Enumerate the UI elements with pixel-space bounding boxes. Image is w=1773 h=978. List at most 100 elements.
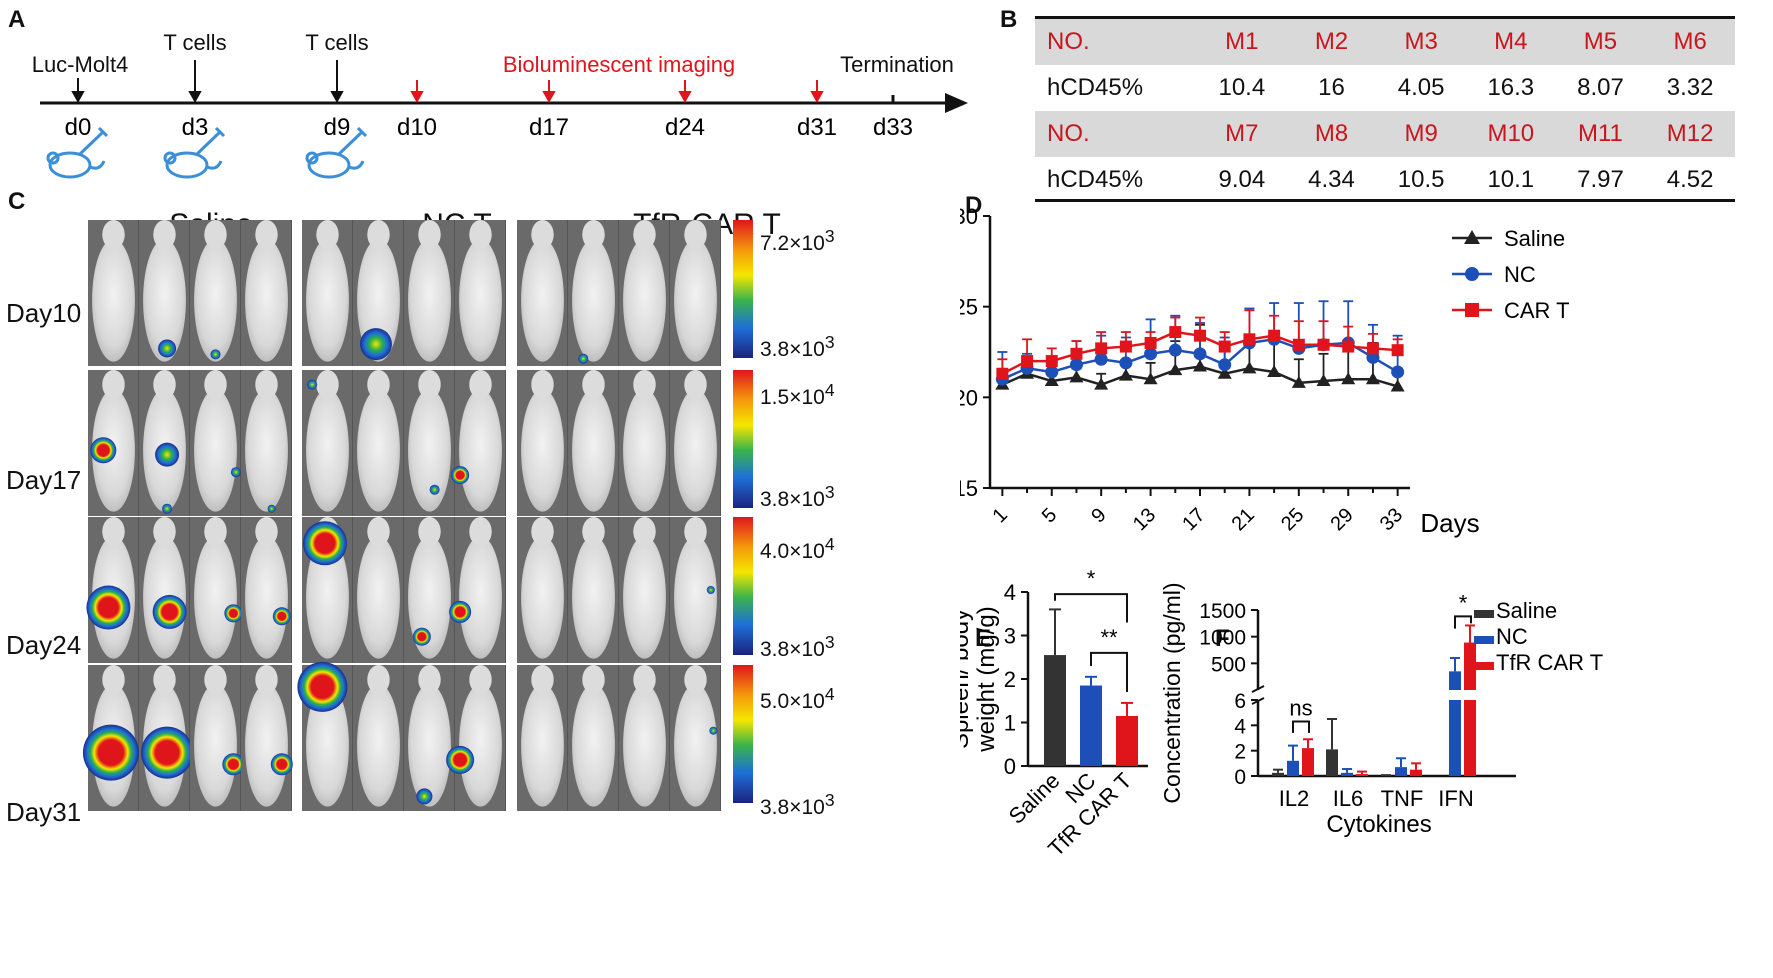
table-cell: 10.1 (1487, 166, 1535, 193)
mouse-body (194, 535, 237, 659)
mouse-head (367, 665, 390, 695)
d-data-point (1094, 352, 1108, 366)
mouse-body (459, 535, 502, 659)
d-data-point (1390, 379, 1405, 392)
d-data-point (1045, 365, 1059, 379)
mouse-body (357, 683, 400, 807)
d-data-point (1144, 336, 1157, 349)
d-data-point (1094, 377, 1109, 390)
colorbar-min-exponent: 3 (824, 482, 835, 502)
colorbar-max-exponent: 3 (824, 226, 835, 246)
table-cell: 10.5 (1397, 166, 1445, 193)
d-data-point (1045, 355, 1058, 368)
f-x-tick-label: IL6 (1333, 786, 1364, 811)
timeline-arrowhead (945, 93, 968, 113)
mouse-head (582, 370, 605, 400)
f-significance-label: * (1459, 590, 1468, 615)
mouse-body (306, 683, 349, 807)
colorbar-max-mantissa: 4.0×10 (760, 540, 825, 563)
mouse-head (102, 220, 125, 250)
timeline-day-d24: d24 (665, 114, 705, 141)
bioluminescence-signal (451, 466, 470, 485)
mouse-head (418, 665, 441, 695)
d-data-point (1168, 363, 1183, 376)
timeline-diagram: Luc-Molt4 T cells T cells Bioluminescent… (32, 30, 968, 179)
d-data-point (1291, 375, 1306, 388)
mouse-body (194, 683, 237, 807)
bioluminescence-signal (141, 726, 194, 779)
colorbar-min-label: 3.8×103 (760, 790, 835, 820)
f-bar (1449, 671, 1461, 690)
mouse-head (418, 517, 441, 547)
mouse-body (459, 388, 502, 512)
e-y-axis-label-line1: Spleen/ body (960, 609, 974, 749)
mouse-body (572, 238, 615, 362)
d-data-point (1341, 372, 1356, 385)
mouse-body (194, 388, 237, 512)
timeline-day-d0: d0 (65, 114, 92, 141)
table-row: hCD45% 10.4 16 4.05 16.3 8.07 3.32 (1035, 65, 1735, 111)
colorbar-max-mantissa: 7.2×10 (760, 232, 825, 255)
f-y-tick-label: 1000 (1199, 627, 1246, 650)
table-cell: M4 (1465, 19, 1556, 65)
mouse-body (623, 683, 666, 807)
d-data-point (1119, 340, 1132, 353)
e-y-tick-label: 4 (1004, 580, 1016, 605)
bioluminescence-signal (152, 594, 187, 629)
mouse-head (469, 220, 492, 250)
mouse-head (582, 665, 605, 695)
mouse-head (153, 665, 176, 695)
e-bar (1116, 715, 1138, 766)
d-data-point (1095, 342, 1108, 355)
mouse-head (204, 370, 227, 400)
d-data-point (1342, 340, 1355, 353)
mouse-head (153, 517, 176, 547)
table-cell: hCD45% (1047, 74, 1144, 101)
table-cell: 3.32 (1666, 74, 1714, 101)
mouse-head (153, 370, 176, 400)
d-y-tick-label: 20 (960, 385, 978, 410)
mouse-head (633, 517, 656, 547)
d-data-point (1070, 347, 1083, 360)
mouse-body (674, 388, 717, 512)
mouse-body (245, 238, 288, 362)
panel-label-e: E (975, 625, 992, 652)
d-data-point (1267, 364, 1282, 377)
d-data-point (1292, 338, 1305, 351)
d-data-point (1218, 358, 1232, 372)
bioluminescence-signal (578, 353, 589, 364)
colorbar (733, 370, 753, 508)
d-x-tick-label: 5 (1038, 504, 1061, 527)
bioluminescence-signal (82, 724, 139, 781)
e-bar (1080, 685, 1102, 766)
mouse-body (459, 683, 502, 807)
mouse-head (582, 517, 605, 547)
bioluminescence-signal (272, 607, 291, 626)
d-data-point (1143, 372, 1158, 385)
mouse-body (623, 238, 666, 362)
bioluminescence-signal (302, 521, 347, 566)
mouse-head (684, 517, 707, 547)
f-y-tick-label: 2 (1234, 741, 1246, 764)
mouse-head (418, 220, 441, 250)
d-y-tick-label: 15 (960, 476, 978, 501)
f-x-tick-label: IL2 (1279, 786, 1310, 811)
bioluminescence-signal (162, 503, 173, 514)
d-data-point (1268, 329, 1281, 342)
f-bar (1302, 748, 1314, 776)
mouse-head (102, 665, 125, 695)
imaging-arrows (410, 80, 824, 104)
colorbar-min-mantissa: 3.8×10 (760, 338, 825, 361)
f-significance-bracket (1292, 720, 1310, 733)
d-x-axis-label: Days (1420, 508, 1479, 538)
mouse-body (623, 388, 666, 512)
bioluminescence-signal (158, 339, 177, 358)
mouse-body (408, 535, 451, 659)
mouse-body (92, 238, 135, 362)
d-x-tick-label: 13 (1129, 504, 1160, 535)
table-cell: M12 (1645, 111, 1735, 157)
timeline-label-termination: Termination (840, 52, 954, 77)
bioluminescence-signal (86, 585, 131, 630)
f-x-tick-label: IFN (1438, 786, 1473, 811)
day-label-31: Day31 (6, 797, 82, 827)
